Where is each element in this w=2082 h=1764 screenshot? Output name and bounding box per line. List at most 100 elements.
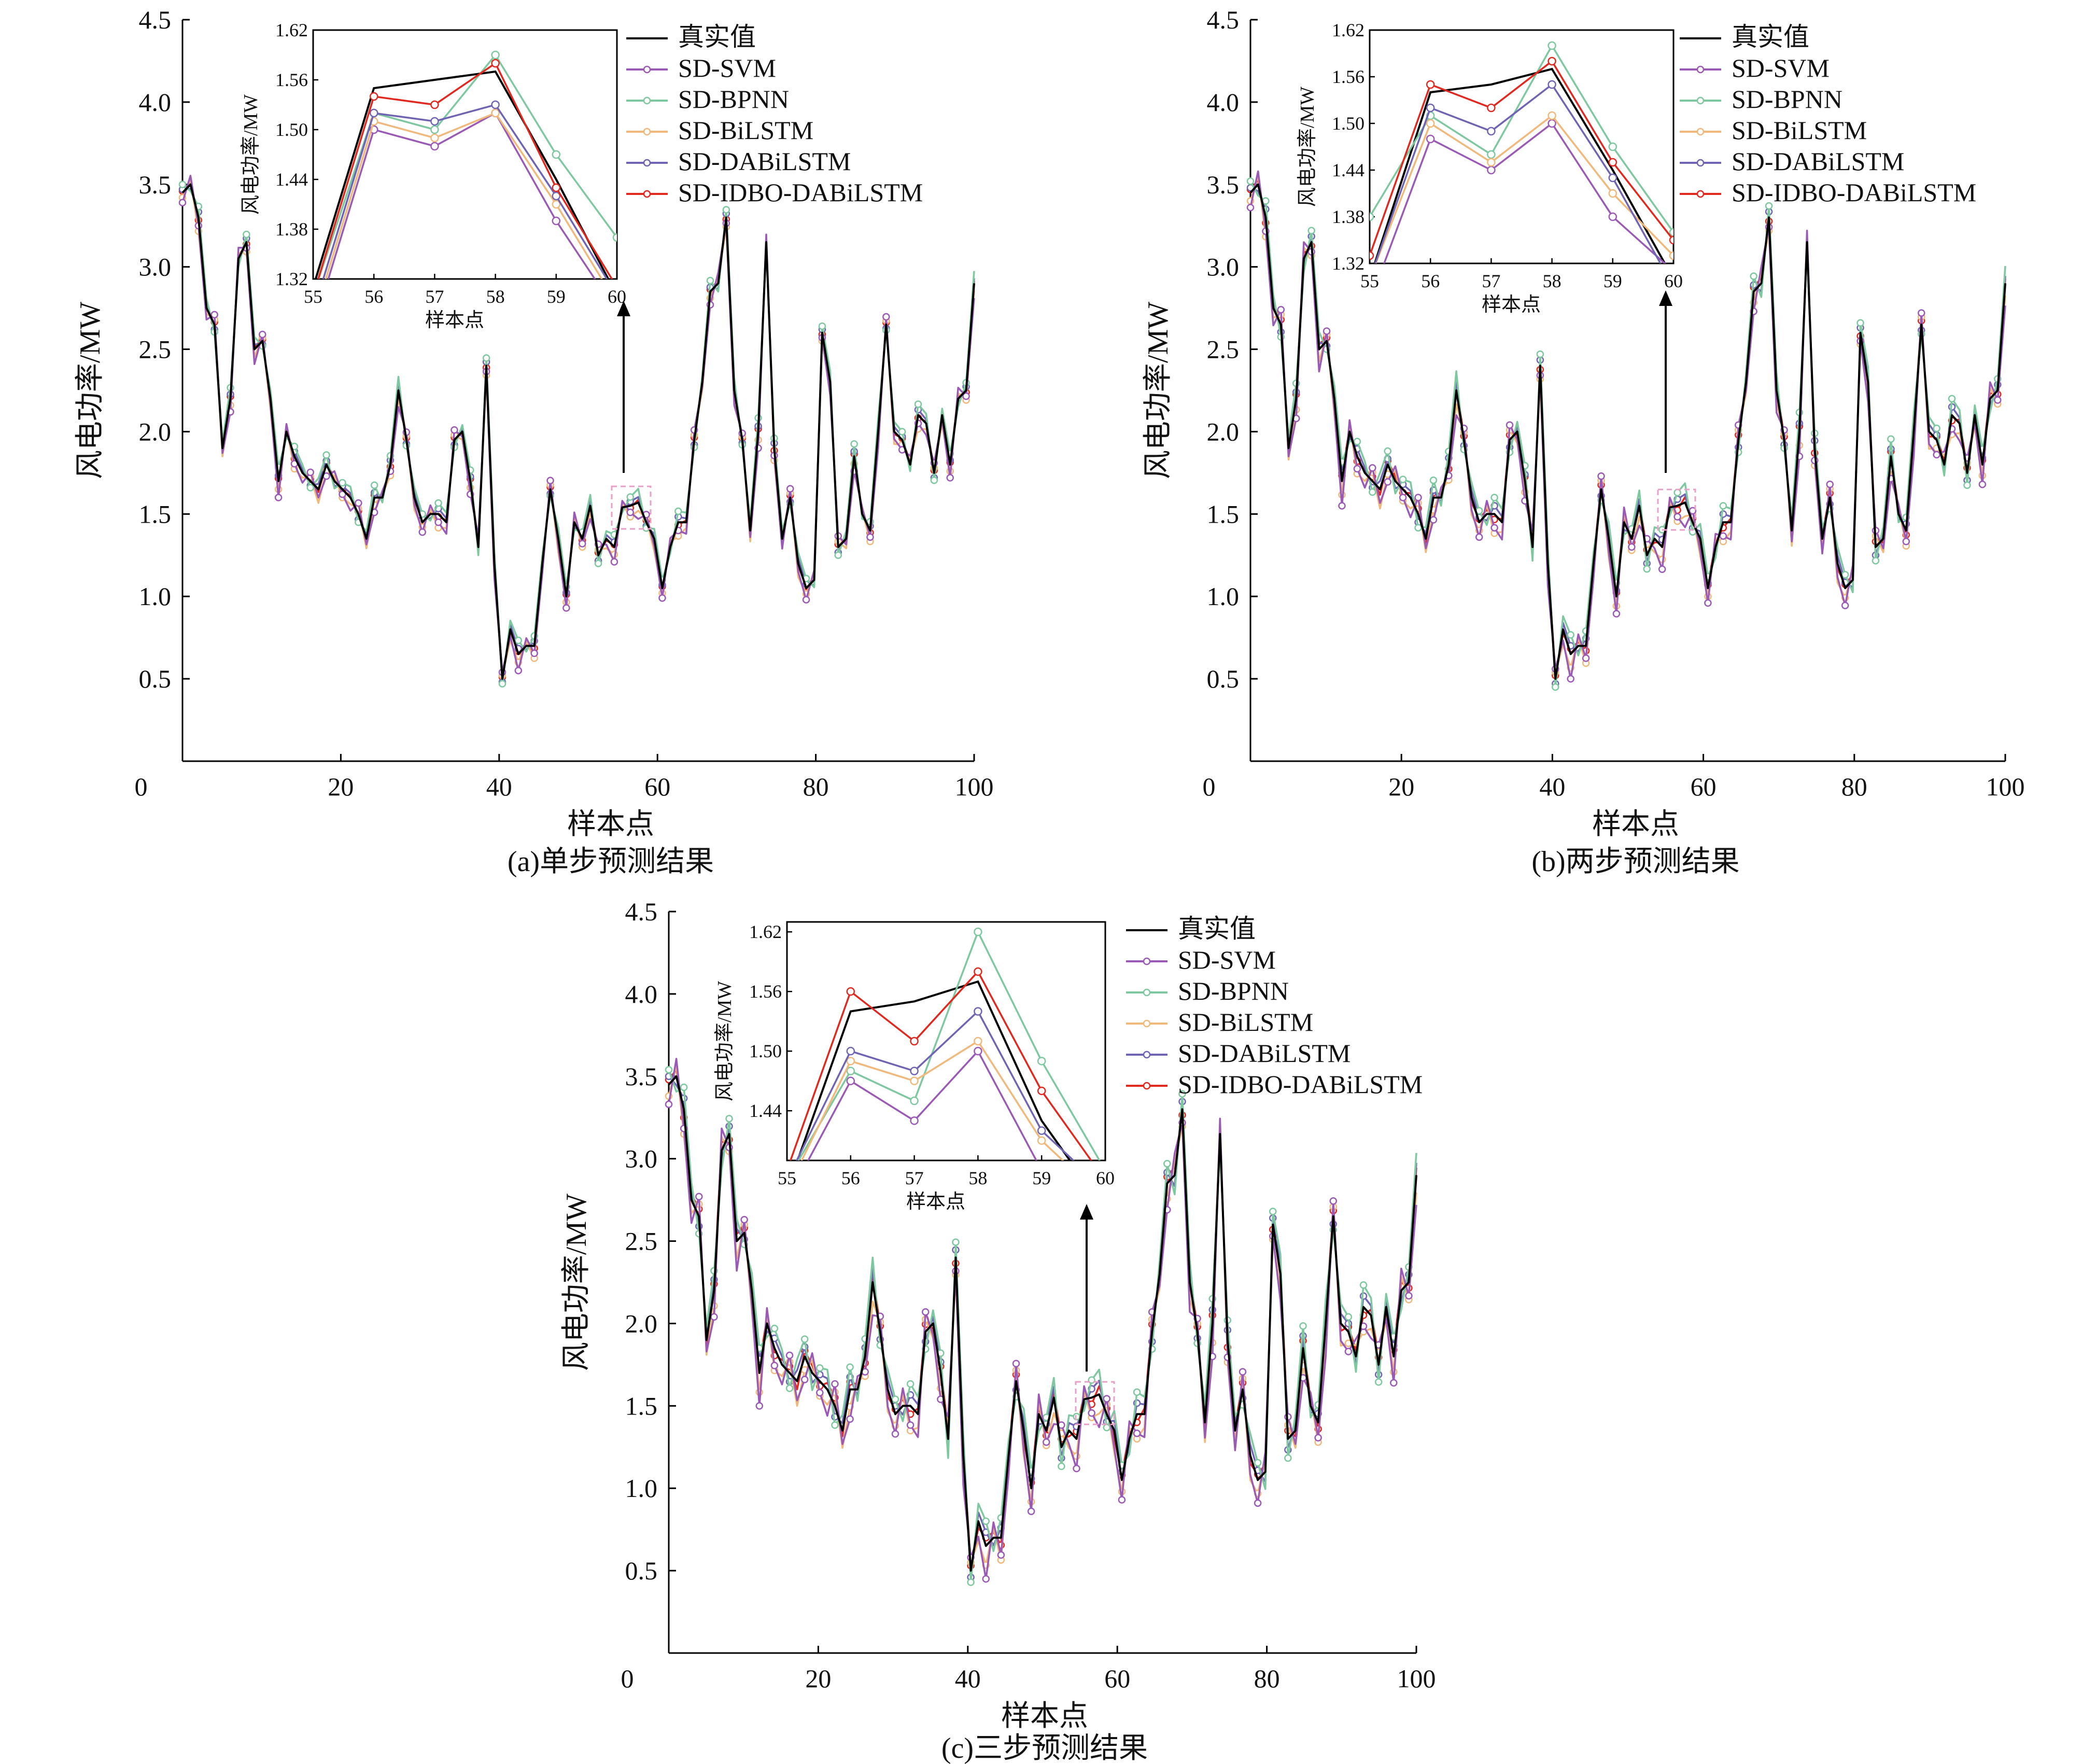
- inset-series-marker: [1548, 111, 1556, 120]
- series-marker: [846, 1415, 854, 1423]
- inset-series-marker: [552, 200, 561, 209]
- inset-series-marker: [974, 967, 982, 976]
- inset-x-tick-label: 58: [486, 286, 505, 307]
- series-marker: [610, 558, 618, 566]
- series-marker: [1414, 524, 1422, 532]
- legend-label: SD-BiLSTM: [678, 116, 813, 145]
- series-marker: [1262, 197, 1270, 205]
- legend-marker: [1696, 65, 1705, 74]
- inset-y-label: 风电功率/MW: [714, 981, 736, 1101]
- legend-marker: [1143, 1019, 1151, 1028]
- inset-series-marker: [1102, 1197, 1109, 1204]
- inset-series-marker: [1487, 165, 1496, 175]
- inset-series-line: [1370, 60, 1673, 256]
- series-marker: [1133, 1430, 1141, 1437]
- y-tick-label: 1.0: [625, 1474, 658, 1503]
- zoom-region-box: [1657, 488, 1696, 531]
- y-tick-label: 2.0: [139, 417, 172, 446]
- x-tick-label: 0: [135, 772, 148, 801]
- inset-series-marker: [310, 309, 317, 316]
- series-marker: [816, 1364, 824, 1372]
- x-tick-label: 100: [955, 772, 994, 801]
- legend-label: 真实值: [1732, 22, 1809, 51]
- series-marker: [530, 649, 538, 657]
- x-axis-label: 样本点: [1001, 1700, 1088, 1732]
- legend-marker: [1696, 128, 1705, 136]
- legend-marker: [1143, 1082, 1151, 1090]
- legend-marker: [1696, 159, 1705, 167]
- x-tick-label: 60: [1691, 772, 1717, 801]
- series-marker: [1597, 472, 1605, 480]
- series-marker: [1163, 1159, 1171, 1168]
- series-marker: [921, 1308, 930, 1316]
- series-marker: [740, 1215, 748, 1224]
- series-marker: [802, 596, 810, 604]
- inset-series-marker: [1487, 150, 1496, 159]
- inset-series-marker: [1426, 80, 1435, 89]
- inset-series-真实值: [314, 70, 610, 279]
- series-marker: [562, 604, 570, 612]
- series-marker: [1673, 488, 1681, 497]
- series-marker: [178, 199, 187, 206]
- series-marker: [816, 1389, 824, 1397]
- y-tick-label: 4.0: [139, 88, 172, 117]
- inset-y-tick-label: 1.32: [275, 269, 308, 289]
- series-marker: [1567, 631, 1574, 639]
- inset-series-group: [789, 927, 1109, 1204]
- series-marker: [1088, 1409, 1095, 1417]
- inset-series-SD-SVM: [1383, 119, 1666, 263]
- chart-panel-2: 0.5 1.0 1.5 2.0 2.5 3.0 3.5 4.0 4.5 0 20 40 60 80 100 样…: [1142, 5, 2025, 878]
- zoom-arrow-head: [1080, 1204, 1093, 1220]
- series-marker: [1269, 1208, 1277, 1215]
- inset-series-line: [795, 1010, 1075, 1160]
- y-tick-label: 3.5: [139, 170, 172, 199]
- x-tick-label: 20: [328, 772, 354, 801]
- inset-series-marker: [491, 100, 500, 109]
- inset-x-tick-label: 56: [841, 1168, 860, 1188]
- inset-series-marker: [1608, 158, 1617, 167]
- inset-series-marker: [1548, 57, 1556, 66]
- series-marker: [1307, 227, 1315, 235]
- series-marker: [594, 559, 602, 567]
- inset-series-marker: [1669, 228, 1673, 237]
- series-marker: [967, 1578, 975, 1586]
- series-marker: [1277, 306, 1285, 314]
- zoom-arrow-head: [1659, 290, 1672, 306]
- legend-label: SD-IDBO-DABiLSTM: [678, 178, 923, 207]
- series-marker: [706, 276, 714, 285]
- series-line: [1249, 183, 2006, 680]
- y-tick-label: 1.5: [1207, 499, 1240, 528]
- y-tick-label: 4.5: [1207, 5, 1240, 34]
- series-marker: [274, 494, 283, 501]
- series-marker: [786, 485, 794, 493]
- series-marker: [722, 206, 730, 214]
- series-marker: [1058, 1462, 1065, 1471]
- y-tick-label: 2.5: [139, 335, 172, 364]
- series-marker: [1872, 557, 1880, 565]
- series-marker: [725, 1115, 733, 1123]
- series-marker: [322, 451, 330, 459]
- inset-series-marker: [369, 108, 378, 118]
- inset-series-marker: [910, 1116, 919, 1125]
- series-marker: [546, 477, 554, 484]
- inset-series-SD-IDBO-DABiLSTM: [317, 59, 613, 279]
- series-marker: [906, 1380, 915, 1388]
- inset-series-line: [797, 929, 1101, 1160]
- y-tick-label: 3.5: [625, 1062, 658, 1091]
- legend-marker: [1696, 96, 1705, 105]
- inset-series-line: [807, 1049, 1037, 1160]
- series-真实值: [668, 1075, 1417, 1572]
- inset-y-tick-label: 1.50: [1332, 113, 1364, 134]
- inset-series-SD-BPNN: [797, 927, 1101, 1160]
- x-tick-label: 40: [1539, 772, 1565, 801]
- inset-series-marker: [974, 927, 982, 936]
- inset-series-marker: [910, 1067, 919, 1075]
- inset-series-marker: [491, 108, 500, 118]
- inset-series-marker: [552, 191, 561, 201]
- legend-marker: [643, 65, 651, 74]
- inset-series-marker: [1487, 127, 1496, 136]
- series-marker: [1012, 1360, 1020, 1368]
- series-marker: [1329, 1197, 1338, 1205]
- series-marker: [578, 540, 586, 548]
